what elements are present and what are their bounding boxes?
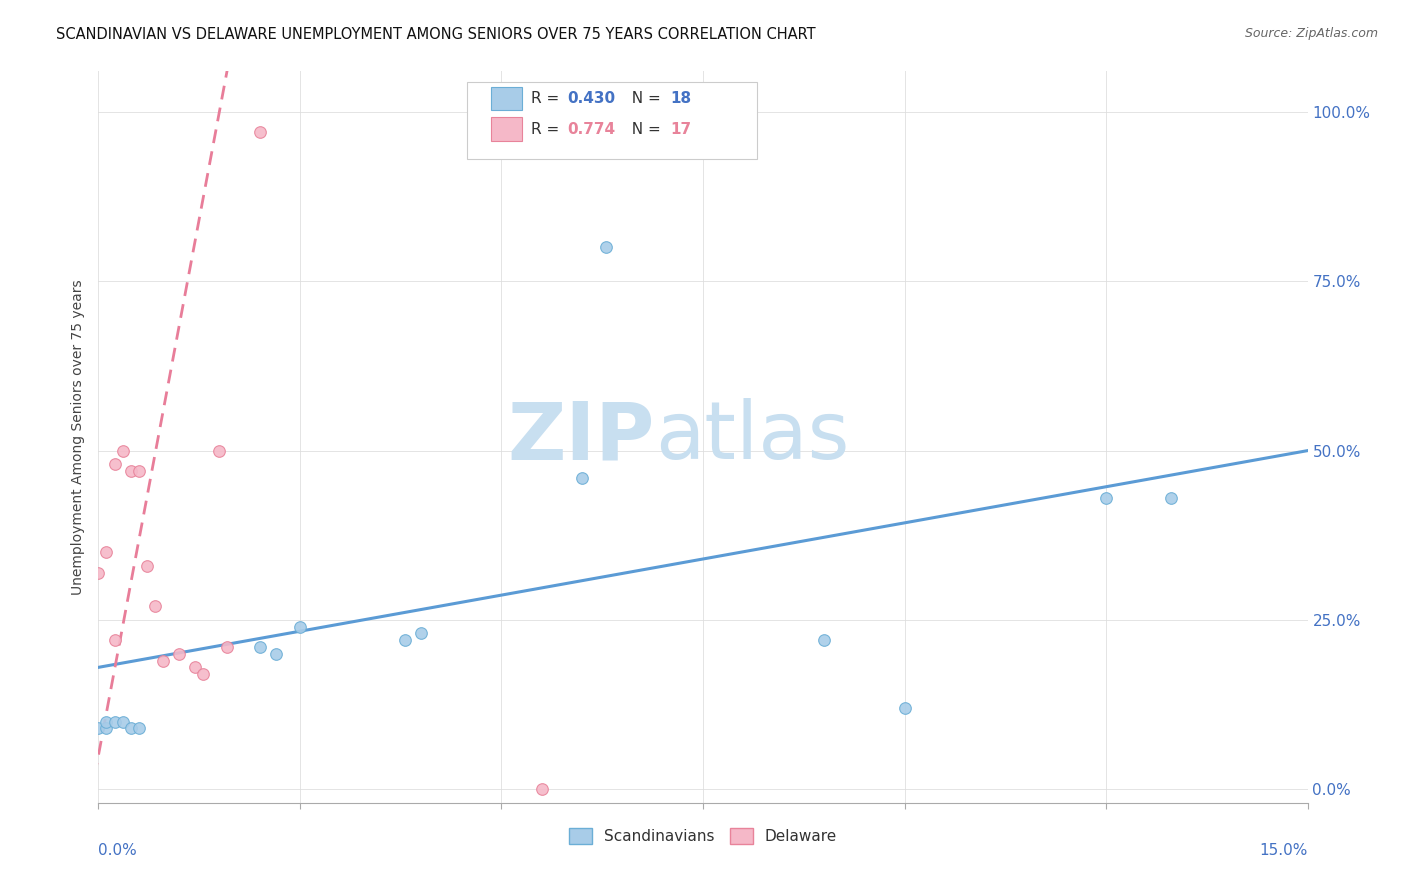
- Point: [893, 701, 915, 715]
- Point: [1095, 491, 1118, 505]
- Point: [103, 457, 125, 471]
- Point: [595, 240, 617, 254]
- Text: N =: N =: [621, 91, 665, 106]
- Point: [264, 647, 287, 661]
- Point: [87, 566, 110, 580]
- Text: atlas: atlas: [655, 398, 849, 476]
- Point: [409, 626, 432, 640]
- Point: [184, 660, 207, 674]
- Text: SCANDINAVIAN VS DELAWARE UNEMPLOYMENT AMONG SENIORS OVER 75 YEARS CORRELATION CH: SCANDINAVIAN VS DELAWARE UNEMPLOYMENT AM…: [56, 27, 815, 42]
- Y-axis label: Unemployment Among Seniors over 75 years: Unemployment Among Seniors over 75 years: [72, 279, 86, 595]
- Text: 18: 18: [671, 91, 692, 106]
- Point: [288, 620, 311, 634]
- Point: [128, 721, 150, 735]
- FancyBboxPatch shape: [467, 82, 758, 159]
- Point: [813, 633, 835, 648]
- Text: R =: R =: [531, 91, 564, 106]
- Bar: [492, 87, 522, 110]
- Point: [103, 633, 125, 648]
- Point: [571, 471, 593, 485]
- Point: [111, 714, 134, 729]
- Point: [217, 640, 239, 654]
- Point: [208, 443, 231, 458]
- Text: R =: R =: [531, 121, 564, 136]
- Point: [193, 667, 215, 681]
- Point: [87, 721, 110, 735]
- Text: 0.774: 0.774: [568, 121, 616, 136]
- Point: [530, 782, 553, 797]
- Text: 15.0%: 15.0%: [1260, 843, 1308, 858]
- Point: [249, 125, 271, 139]
- Point: [96, 721, 118, 735]
- Point: [120, 464, 142, 478]
- Point: [96, 545, 118, 559]
- Bar: [492, 118, 522, 141]
- Point: [135, 558, 157, 573]
- Text: N =: N =: [621, 121, 665, 136]
- Text: 0.0%: 0.0%: [98, 843, 138, 858]
- Point: [96, 714, 118, 729]
- Point: [128, 464, 150, 478]
- Text: ZIP: ZIP: [508, 398, 655, 476]
- Text: Source: ZipAtlas.com: Source: ZipAtlas.com: [1244, 27, 1378, 40]
- Point: [394, 633, 416, 648]
- Point: [120, 721, 142, 735]
- Text: 17: 17: [671, 121, 692, 136]
- Point: [167, 647, 190, 661]
- Legend: Scandinavians, Delaware: Scandinavians, Delaware: [562, 822, 844, 850]
- Point: [103, 714, 125, 729]
- Text: 0.430: 0.430: [568, 91, 616, 106]
- Point: [1160, 491, 1182, 505]
- Point: [143, 599, 166, 614]
- Point: [111, 443, 134, 458]
- Point: [249, 640, 271, 654]
- Point: [152, 654, 174, 668]
